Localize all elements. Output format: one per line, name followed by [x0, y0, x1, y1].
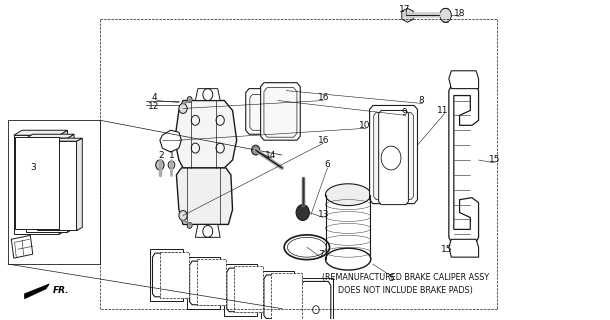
Text: 13: 13	[318, 210, 329, 219]
Polygon shape	[262, 271, 295, 320]
Polygon shape	[26, 134, 74, 138]
Circle shape	[168, 161, 174, 169]
Polygon shape	[250, 95, 279, 130]
Polygon shape	[37, 138, 82, 141]
Polygon shape	[176, 168, 232, 224]
Polygon shape	[190, 261, 218, 305]
Polygon shape	[19, 151, 54, 205]
Circle shape	[179, 103, 187, 113]
Circle shape	[440, 8, 451, 22]
Circle shape	[156, 160, 164, 170]
Polygon shape	[246, 89, 284, 134]
Polygon shape	[14, 130, 68, 135]
Polygon shape	[260, 83, 300, 140]
Text: 10: 10	[359, 121, 370, 130]
Ellipse shape	[284, 235, 329, 260]
Polygon shape	[26, 138, 68, 232]
Polygon shape	[59, 130, 68, 234]
Polygon shape	[370, 106, 417, 204]
Text: 16: 16	[318, 93, 329, 102]
Polygon shape	[152, 253, 181, 297]
Text: 6: 6	[325, 160, 331, 170]
Text: 9: 9	[401, 108, 407, 117]
Polygon shape	[224, 264, 257, 316]
Text: 4: 4	[151, 93, 157, 102]
Polygon shape	[160, 130, 181, 152]
Polygon shape	[12, 235, 33, 258]
Text: 1: 1	[170, 150, 175, 160]
Polygon shape	[8, 120, 101, 264]
Polygon shape	[195, 89, 220, 100]
Polygon shape	[402, 8, 414, 22]
Text: 12: 12	[148, 102, 160, 111]
Text: 7: 7	[318, 250, 324, 259]
Polygon shape	[197, 259, 226, 305]
Text: 3: 3	[30, 164, 35, 172]
Circle shape	[296, 204, 309, 220]
Ellipse shape	[325, 248, 371, 270]
Polygon shape	[449, 71, 479, 89]
Text: 15: 15	[489, 156, 501, 164]
Text: 2: 2	[158, 150, 163, 160]
Polygon shape	[301, 281, 331, 320]
Polygon shape	[20, 171, 52, 219]
Polygon shape	[24, 284, 49, 299]
Polygon shape	[379, 110, 408, 204]
Text: (REMANUFACTURED BRAKE CALIPER ASSY
DOES NOT INCLUDE BRAKE PADS): (REMANUFACTURED BRAKE CALIPER ASSY DOES …	[322, 273, 489, 295]
Text: 11: 11	[437, 106, 449, 115]
Text: 15: 15	[442, 245, 453, 254]
Polygon shape	[76, 138, 82, 230]
Polygon shape	[234, 266, 263, 312]
Polygon shape	[227, 268, 255, 312]
Text: 14: 14	[265, 150, 276, 160]
Text: 8: 8	[418, 96, 424, 105]
Ellipse shape	[325, 184, 371, 206]
Text: 17: 17	[398, 5, 410, 14]
Text: 5: 5	[388, 275, 394, 284]
Polygon shape	[374, 112, 414, 200]
Polygon shape	[449, 86, 479, 242]
Text: 18: 18	[454, 9, 465, 18]
Polygon shape	[264, 88, 297, 137]
Polygon shape	[449, 239, 479, 257]
Polygon shape	[15, 137, 59, 229]
Polygon shape	[68, 134, 74, 232]
Polygon shape	[187, 257, 220, 309]
Circle shape	[187, 97, 192, 102]
Circle shape	[187, 222, 192, 228]
Text: 16: 16	[318, 136, 329, 145]
Polygon shape	[14, 135, 59, 234]
Polygon shape	[271, 273, 302, 320]
Circle shape	[179, 211, 187, 220]
Text: FR.: FR.	[52, 286, 69, 295]
Polygon shape	[298, 278, 333, 320]
Polygon shape	[150, 249, 183, 301]
Polygon shape	[160, 252, 188, 298]
Polygon shape	[174, 100, 237, 168]
Polygon shape	[37, 141, 76, 230]
Polygon shape	[195, 224, 220, 237]
Polygon shape	[264, 275, 292, 319]
Circle shape	[251, 145, 260, 155]
